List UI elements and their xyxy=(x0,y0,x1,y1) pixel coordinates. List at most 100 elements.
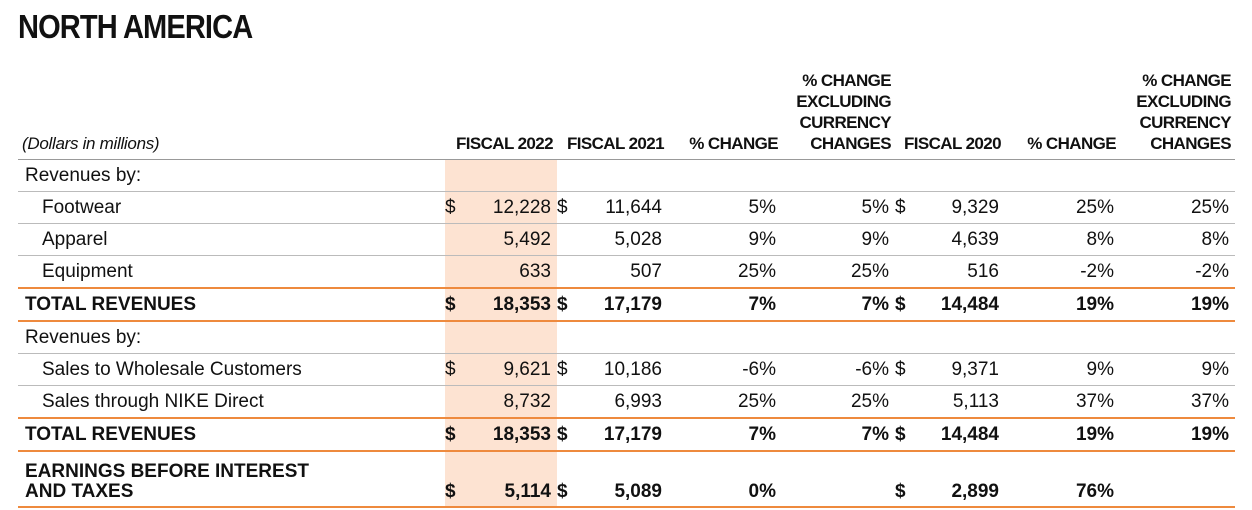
cell-content: $9,371 xyxy=(895,359,999,381)
table-cell: 37% xyxy=(1005,385,1120,419)
cell-content: 8% xyxy=(1120,229,1229,251)
cell-content: -6% xyxy=(782,359,889,381)
table-row: Apparel 5,492 5,028 9% 9% 4,639 8% 8% xyxy=(18,223,1235,256)
table-cell xyxy=(557,321,668,354)
table-row: Sales to Wholesale Customers $9,621 $10,18… xyxy=(18,353,1235,386)
currency-sign: $ xyxy=(445,423,456,445)
revenue-table: (Dollars in millions) FISCAL 2022 FISCAL … xyxy=(18,70,1235,508)
table-cell: $17,179 xyxy=(557,288,668,322)
cell-content: $14,484 xyxy=(895,294,999,316)
cell-content: 507 xyxy=(557,261,662,283)
cell-value: 4,639 xyxy=(951,228,999,250)
table-cell: 8,732 xyxy=(445,385,557,419)
cell-value: 14,484 xyxy=(940,293,999,315)
table-cell: $2,899 xyxy=(895,451,1005,508)
cell-value: 10,186 xyxy=(603,358,662,380)
table-cell: 25% xyxy=(782,255,895,289)
column-header: FISCAL 2020 xyxy=(895,70,1005,160)
table-row: Equipment 633 507 25% 25% 516 -2% -2% xyxy=(18,255,1235,289)
row-label: TOTAL REVENUES xyxy=(18,288,445,322)
table-cell: 5% xyxy=(782,191,895,224)
cell-content: 25% xyxy=(668,391,776,413)
cell-content: 19% xyxy=(1120,424,1229,446)
table-cell: 8% xyxy=(1005,223,1120,256)
row-label: Footwear xyxy=(18,191,445,224)
cell-content: $12,228 xyxy=(445,197,551,219)
table-cell: 9% xyxy=(1120,353,1235,386)
cell-value: 7% xyxy=(861,423,889,445)
cell-value: 18,353 xyxy=(492,293,551,315)
table-cell: 7% xyxy=(668,288,782,322)
cell-value: 0% xyxy=(748,481,776,502)
cell-content: 8% xyxy=(1005,229,1114,251)
cell-content: -2% xyxy=(1005,261,1114,283)
cell-value: 6,993 xyxy=(614,390,662,412)
table-row: Revenues by: xyxy=(18,159,1235,192)
table-cell: $5,089 xyxy=(557,451,668,508)
table-cell xyxy=(668,159,782,192)
table-cell: 9% xyxy=(1005,353,1120,386)
table-cell: 25% xyxy=(1120,191,1235,224)
table-cell: 5,028 xyxy=(557,223,668,256)
header-row: (Dollars in millions) FISCAL 2022 FISCAL … xyxy=(18,70,1235,160)
table-cell: $9,621 xyxy=(445,353,557,386)
currency-sign: $ xyxy=(895,293,906,315)
cell-value: -2% xyxy=(1080,260,1114,282)
cell-value: 19% xyxy=(1190,423,1229,445)
cell-content: 4,639 xyxy=(895,229,999,251)
currency-sign: $ xyxy=(895,358,906,380)
cell-content: 6,993 xyxy=(557,391,662,413)
cell-content: $11,644 xyxy=(557,197,662,219)
cell-content: 7% xyxy=(782,424,889,446)
cell-content: 5,028 xyxy=(557,229,662,251)
table-cell: -2% xyxy=(1120,255,1235,289)
currency-sign: $ xyxy=(557,196,568,218)
table-cell: $9,329 xyxy=(895,191,1005,224)
table-cell xyxy=(1120,159,1235,192)
table-cell: 9% xyxy=(668,223,782,256)
cell-value: 17,179 xyxy=(603,423,662,445)
cell-value: 19% xyxy=(1190,293,1229,315)
cell-content: 633 xyxy=(445,261,551,283)
table-cell: $12,228 xyxy=(445,191,557,224)
cell-value: 9,371 xyxy=(951,358,999,380)
column-header: % CHANGE xyxy=(668,70,782,160)
table-cell: 25% xyxy=(1005,191,1120,224)
cell-value: 14,484 xyxy=(940,423,999,445)
currency-sign: $ xyxy=(557,293,568,315)
cell-value: 25% xyxy=(850,390,889,412)
table-cell xyxy=(1005,159,1120,192)
cell-value: 9% xyxy=(1201,358,1229,380)
row-label: TOTAL REVENUES xyxy=(18,418,445,452)
column-header: % CHANGE EXCLUDING CURRENCY CHANGES xyxy=(1120,70,1235,160)
column-header: % CHANGE xyxy=(1005,70,1120,160)
column-header: % CHANGE EXCLUDING CURRENCY CHANGES xyxy=(782,70,895,160)
cell-content: $9,329 xyxy=(895,197,999,219)
table-cell: 19% xyxy=(1005,418,1120,452)
cell-value: 25% xyxy=(850,260,889,282)
row-label: Sales to Wholesale Customers xyxy=(18,353,445,386)
cell-value: 9,621 xyxy=(503,358,551,380)
table-cell: 19% xyxy=(1005,288,1120,322)
cell-value: 17,179 xyxy=(603,293,662,315)
cell-value: 9% xyxy=(748,228,776,250)
cell-content: 8,732 xyxy=(445,391,551,413)
table-cell: 7% xyxy=(668,418,782,452)
cell-value: 8% xyxy=(1201,228,1229,250)
cell-content: 25% xyxy=(1005,197,1114,219)
cell-content: 0% xyxy=(668,482,776,502)
cell-content: $5,114 xyxy=(445,482,551,502)
cell-value: 5,089 xyxy=(614,481,662,502)
table-cell: $10,186 xyxy=(557,353,668,386)
table-cell: 7% xyxy=(782,418,895,452)
table-cell: 19% xyxy=(1120,288,1235,322)
cell-content: 516 xyxy=(895,261,999,283)
cell-value: 25% xyxy=(1075,196,1114,218)
cell-value: 5% xyxy=(748,196,776,218)
cell-value: 76% xyxy=(1075,481,1114,502)
row-label: Equipment xyxy=(18,255,445,289)
table-row: Revenues by: xyxy=(18,321,1235,354)
cell-content: 19% xyxy=(1120,294,1229,316)
cell-value: 12,228 xyxy=(492,196,551,218)
table-cell: 4,639 xyxy=(895,223,1005,256)
